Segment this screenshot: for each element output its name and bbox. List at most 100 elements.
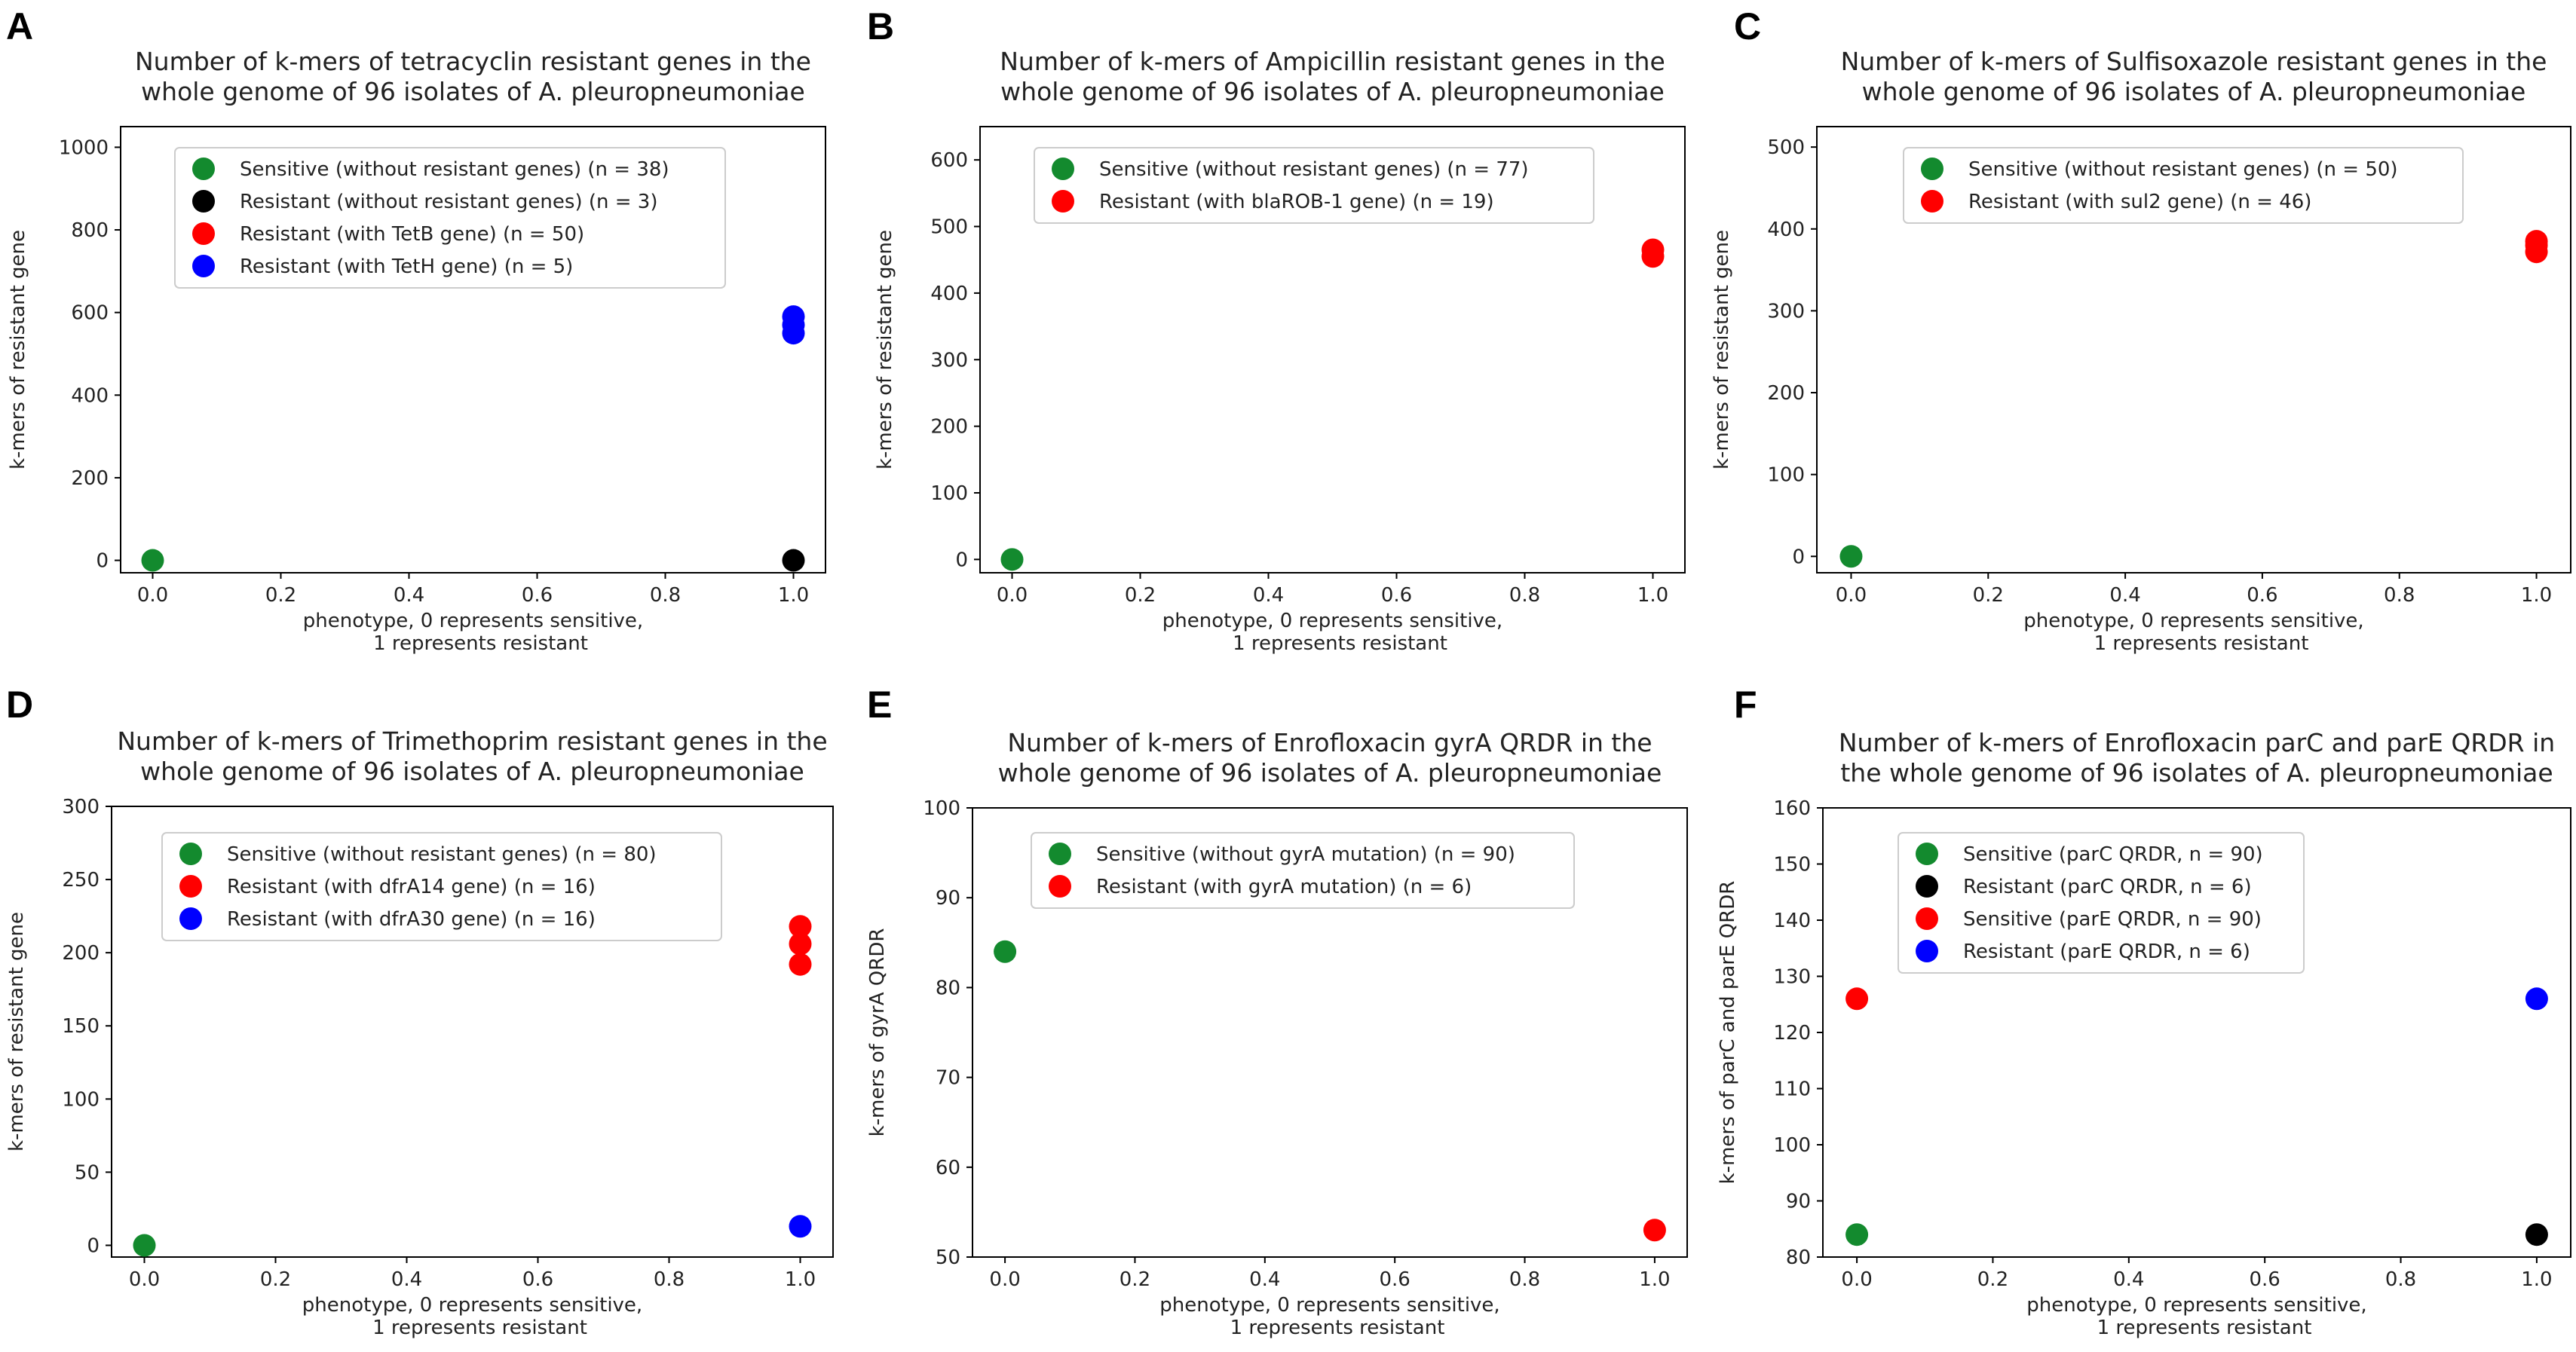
x-axis-label-line: phenotype, 0 represents sensitive,: [1159, 1294, 1499, 1317]
plot-frame: [120, 126, 826, 574]
data-point-series-2: [789, 1215, 812, 1238]
plot-frame: [111, 806, 834, 1258]
y-tick-label: 50: [75, 1161, 100, 1184]
y-tick-label: 400: [930, 283, 968, 305]
legend-entry: Sensitive (without resistant genes) (n =…: [1968, 158, 2398, 181]
x-tick-label: 0.0: [989, 1268, 1020, 1291]
panel-letter: B: [867, 5, 894, 47]
x-axis-label-line: 1 represents resistant: [1233, 632, 1447, 655]
y-tick-label: 90: [1786, 1191, 1811, 1213]
legend-marker: [1916, 940, 1938, 962]
y-tick-label: 200: [62, 942, 100, 965]
legend-marker: [1921, 190, 1943, 213]
data-point-series-1: [789, 953, 812, 976]
x-tick-label: 0.0: [137, 584, 168, 607]
legend-entry: Resistant (with dfrA14 gene) (n = 16): [227, 876, 596, 898]
x-tick-label: 0.6: [522, 1268, 553, 1291]
y-tick-label: 60: [936, 1157, 960, 1179]
y-tick-label: 500: [1767, 136, 1805, 159]
x-tick-label: 0.2: [1125, 584, 1156, 607]
legend-box: [1898, 832, 2305, 974]
legend-entry: Sensitive (parE QRDR, n = 90): [1963, 908, 2262, 931]
y-tick-label: 200: [930, 416, 968, 439]
legend-marker: [179, 907, 202, 930]
x-tick-label: 0.0: [1841, 1268, 1872, 1291]
y-tick-label: 1000: [59, 136, 109, 159]
legend-marker: [1052, 158, 1074, 180]
data-point-series-0: [141, 549, 164, 572]
x-tick-label: 1.0: [2521, 584, 2552, 607]
data-point-series-0: [994, 940, 1017, 963]
data-point-series-3: [2525, 987, 2548, 1011]
y-tick-label: 110: [1773, 1078, 1811, 1101]
legend-marker: [1049, 843, 1071, 865]
legend-marker: [1916, 907, 1938, 930]
x-tick-label: 0.0: [997, 584, 1028, 607]
y-tick-label: 160: [1773, 797, 1811, 820]
legend-entry: Sensitive (without resistant genes) (n =…: [227, 843, 657, 866]
x-tick-label: 0.6: [1380, 1268, 1411, 1291]
chart-title-line: Number of k-mers of tetracyclin resistan…: [135, 47, 811, 76]
y-tick-label: 150: [62, 1015, 100, 1038]
x-tick-label: 0.4: [1249, 1268, 1280, 1291]
chart-title-line: the whole genome of 96 isolates of A. pl…: [1840, 758, 2553, 788]
x-tick-label: 0.8: [2384, 584, 2415, 607]
y-tick-label: 400: [1767, 219, 1805, 241]
chart-title-line: whole genome of 96 isolates of A. pleuro…: [1862, 77, 2526, 106]
x-axis-label-line: 1 represents resistant: [2097, 1317, 2312, 1339]
y-axis-label: k-mers of resistant gene: [874, 230, 896, 470]
y-tick-label: 250: [62, 869, 100, 892]
data-point-series-0: [133, 1234, 156, 1257]
x-tick-label: 0.4: [2113, 1268, 2144, 1291]
y-tick-label: 80: [936, 977, 960, 999]
legend-marker: [179, 843, 202, 865]
legend-entry: Resistant (parC QRDR, n = 6): [1963, 876, 2252, 898]
legend-entry: Resistant (with gyrA mutation) (n = 6): [1096, 876, 1472, 898]
data-point-series-0: [1000, 548, 1024, 571]
panel-letter: E: [867, 684, 892, 726]
legend-box: [161, 832, 722, 941]
legend-marker: [1052, 190, 1074, 213]
y-tick-label: 50: [936, 1246, 960, 1269]
x-tick-label: 0.8: [1509, 1268, 1540, 1291]
x-tick-label: 0.6: [1381, 584, 1412, 607]
y-axis-label: k-mers of resistant gene: [1711, 230, 1733, 470]
x-tick-label: 0.0: [129, 1268, 160, 1291]
x-axis-label-line: 1 represents resistant: [1230, 1317, 1445, 1339]
panel-letter: F: [1734, 684, 1757, 726]
x-tick-label: 0.6: [522, 584, 553, 607]
x-tick-label: 0.2: [1973, 584, 2004, 607]
legend-entry: Sensitive (without resistant genes) (n =…: [240, 158, 669, 181]
chart-panel-e: E Number of k-mers of Enrofloxacin gyrA Q…: [866, 684, 1688, 1339]
x-tick-label: 0.8: [1509, 584, 1540, 607]
y-tick-label: 90: [936, 887, 960, 910]
data-point-series-1: [782, 549, 805, 572]
panel-letter: C: [1734, 5, 1761, 47]
x-tick-label: 1.0: [785, 1268, 816, 1291]
data-point-series-3: [782, 322, 805, 345]
chart-title-line: whole genome of 96 isolates of A. pleuro…: [1000, 77, 1665, 106]
y-axis-label: k-mers of parC and parE QRDR: [1717, 881, 1739, 1185]
chart-panel-c: C Number of k-mers of Sulfisoxazole resis…: [1711, 5, 2571, 655]
x-axis-label-line: phenotype, 0 represents sensitive,: [2023, 610, 2363, 632]
data-point-series-1: [2525, 1223, 2548, 1246]
x-tick-label: 0.6: [2247, 584, 2277, 607]
legend-marker: [179, 875, 202, 898]
legend-entry: Sensitive (parC QRDR, n = 90): [1963, 843, 2263, 866]
chart-title-line: whole genome of 96 isolates of A. pleuro…: [140, 757, 804, 786]
x-tick-label: 0.2: [1977, 1268, 2008, 1291]
chart-panel-a: A Number of k-mers of tetracyclin resista…: [6, 5, 826, 655]
x-tick-label: 0.2: [260, 1268, 291, 1291]
legend-marker: [1916, 843, 1938, 865]
data-point-series-1: [789, 932, 812, 956]
x-tick-label: 1.0: [778, 584, 809, 607]
y-tick-label: 100: [62, 1088, 100, 1111]
y-axis-label: k-mers of resistant gene: [7, 230, 29, 470]
data-point-series-2: [1845, 987, 1869, 1011]
x-tick-label: 0.8: [650, 584, 681, 607]
legend-entry: Resistant (with blaROB-1 gene) (n = 19): [1099, 191, 1494, 213]
x-axis-label-line: 1 represents resistant: [2094, 632, 2309, 655]
x-tick-label: 0.4: [391, 1268, 422, 1291]
y-tick-label: 150: [1773, 854, 1811, 876]
